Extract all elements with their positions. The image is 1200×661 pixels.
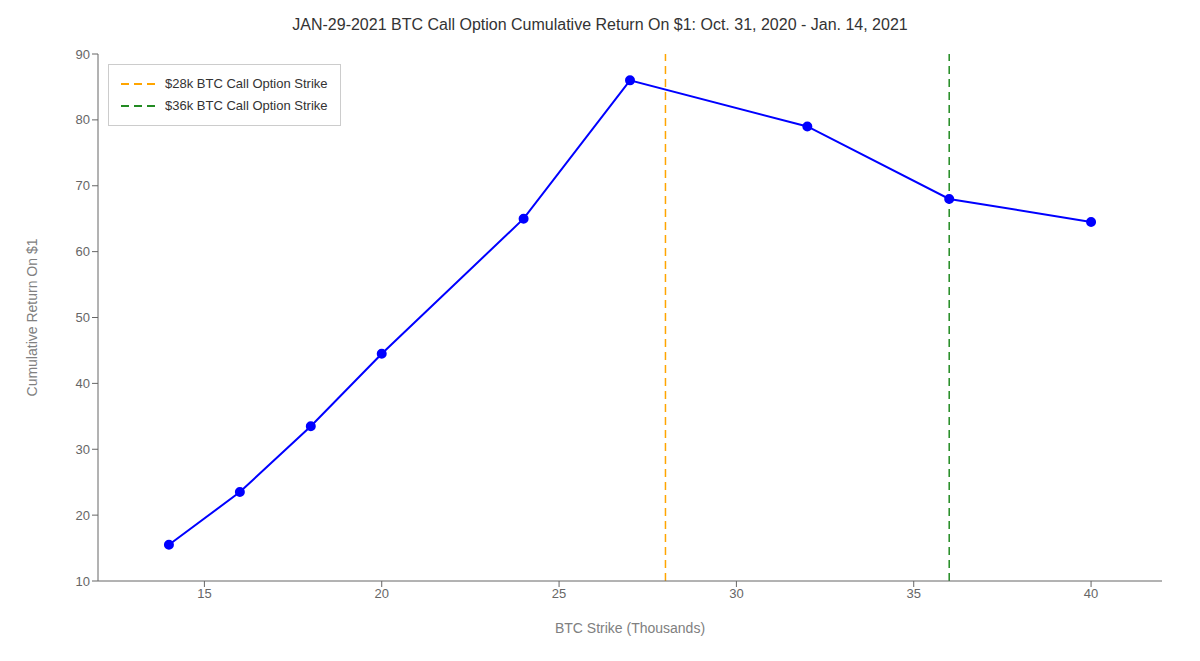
svg-text:40: 40 [1084, 586, 1098, 601]
svg-text:20: 20 [374, 586, 388, 601]
svg-text:40: 40 [76, 376, 90, 391]
html-text:$28k BTC Call Option Strike: $28k BTC Call Option Strike [165, 76, 328, 91]
svg-text:BTC Strike (Thousands): BTC Strike (Thousands) [555, 620, 705, 636]
html-text:JAN-29-2021 BTC Call Option Cu: JAN-29-2021 BTC Call Option Cumulative R… [292, 16, 908, 33]
svg-text:15: 15 [197, 586, 211, 601]
svg-text:50: 50 [76, 310, 90, 325]
svg-text:80: 80 [76, 112, 90, 127]
svg-text:Cumulative Return On $1: Cumulative Return On $1 [24, 238, 40, 396]
svg-text:70: 70 [76, 178, 90, 193]
svg-text:35: 35 [906, 586, 920, 601]
svg-text:20: 20 [76, 508, 90, 523]
svg-text:30: 30 [76, 442, 90, 457]
svg-text:90: 90 [76, 47, 90, 62]
svg-text:10: 10 [76, 574, 90, 589]
svg-text:25: 25 [552, 586, 566, 601]
html-text:$36k BTC Call Option Strike: $36k BTC Call Option Strike [165, 98, 328, 113]
svg-text:30: 30 [729, 586, 743, 601]
svg-text:60: 60 [76, 244, 90, 259]
